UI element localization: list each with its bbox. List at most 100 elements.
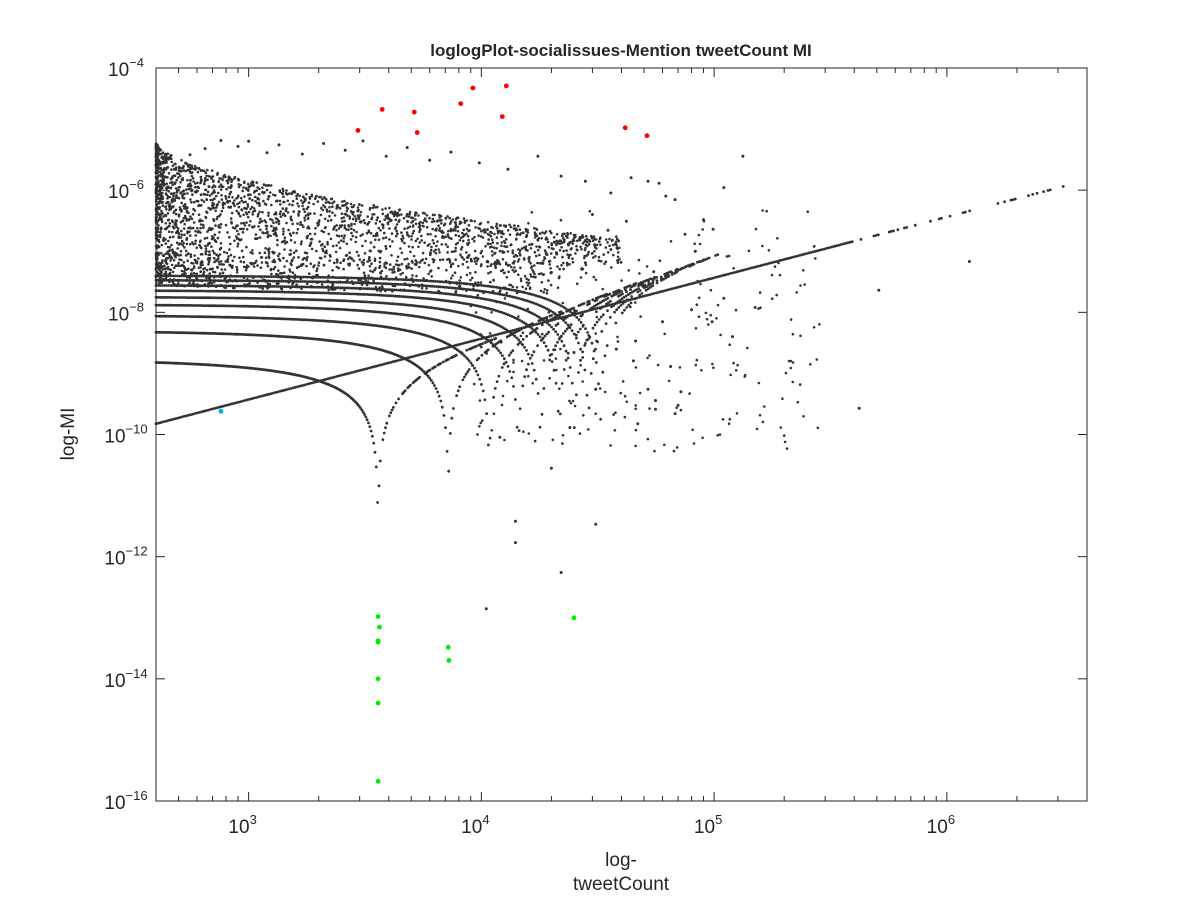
data-point xyxy=(303,219,307,222)
data-point xyxy=(477,234,480,237)
data-point xyxy=(270,203,273,207)
data-point xyxy=(189,187,192,191)
data-point xyxy=(425,225,429,229)
data-point xyxy=(471,364,475,367)
data-point xyxy=(447,235,450,238)
data-point xyxy=(295,266,299,270)
data-point xyxy=(216,279,220,282)
data-point xyxy=(230,402,234,406)
data-point xyxy=(500,331,504,335)
data-point xyxy=(350,280,354,283)
data-point xyxy=(337,241,341,244)
data-point xyxy=(464,282,467,286)
data-point xyxy=(327,274,331,278)
data-point xyxy=(502,301,506,305)
data-point xyxy=(655,279,659,282)
data-point xyxy=(253,209,257,212)
data-point xyxy=(270,224,273,228)
data-point xyxy=(179,181,182,184)
data-point xyxy=(750,266,754,270)
data-point xyxy=(639,295,643,299)
data-point xyxy=(405,266,409,270)
data-point xyxy=(689,282,693,286)
data-point xyxy=(311,291,315,295)
data-point xyxy=(411,216,415,220)
data-point xyxy=(566,236,569,239)
data-point xyxy=(170,157,173,161)
data-point xyxy=(219,405,223,409)
data-point xyxy=(362,271,366,275)
data-point xyxy=(378,459,382,463)
data-point xyxy=(462,301,465,305)
data-point xyxy=(446,245,450,249)
data-point xyxy=(196,289,200,293)
data-point xyxy=(649,277,652,281)
data-point xyxy=(529,262,532,265)
data-point xyxy=(214,209,217,212)
data-point xyxy=(196,199,200,203)
data-point xyxy=(566,323,570,327)
data-point xyxy=(434,252,438,255)
data-point xyxy=(162,289,166,293)
data-point xyxy=(826,246,830,250)
data-point xyxy=(310,247,314,251)
data-point xyxy=(776,259,780,263)
data-point xyxy=(552,368,556,372)
data-point xyxy=(240,222,243,225)
data-point xyxy=(526,284,530,287)
data-point xyxy=(683,266,686,269)
data-point xyxy=(525,334,529,338)
data-point xyxy=(244,268,248,272)
data-point xyxy=(335,292,339,295)
data-point xyxy=(487,335,491,339)
data-point xyxy=(159,421,162,424)
data-point xyxy=(279,210,283,213)
data-point xyxy=(333,299,336,302)
data-point xyxy=(193,412,197,415)
data-point xyxy=(326,240,329,244)
data-point xyxy=(509,243,513,247)
data-point xyxy=(252,207,256,210)
data-point xyxy=(361,287,365,290)
data-point xyxy=(388,268,391,271)
data-point xyxy=(474,369,478,373)
data-point xyxy=(374,206,377,209)
data-point xyxy=(177,188,180,192)
data-point xyxy=(266,262,269,265)
data-point xyxy=(263,393,267,397)
data-point xyxy=(430,350,434,353)
data-point xyxy=(194,182,197,185)
data-point xyxy=(194,242,197,245)
data-point xyxy=(568,314,571,317)
data-point xyxy=(515,425,519,429)
data-point xyxy=(219,188,223,191)
data-point xyxy=(509,225,513,229)
data-point xyxy=(156,184,159,187)
data-point xyxy=(342,236,346,240)
data-point xyxy=(367,366,371,370)
data-point xyxy=(398,268,402,272)
data-point xyxy=(616,247,619,250)
data-point xyxy=(384,426,387,430)
data-point xyxy=(262,284,266,288)
data-point xyxy=(344,203,347,207)
data-point xyxy=(338,280,342,284)
data-point xyxy=(423,241,426,244)
data-point xyxy=(218,231,221,234)
data-point xyxy=(411,245,414,249)
data-point xyxy=(252,396,256,400)
data-point xyxy=(620,311,624,315)
data-point xyxy=(212,179,215,182)
data-point xyxy=(281,207,285,210)
data-point xyxy=(477,226,480,230)
data-point xyxy=(157,207,161,210)
data-point xyxy=(370,287,373,291)
data-point xyxy=(526,231,530,234)
data-point xyxy=(176,196,179,199)
data-point xyxy=(290,219,294,222)
data-point xyxy=(242,180,246,184)
data-point xyxy=(374,222,378,225)
data-point xyxy=(379,275,383,279)
data-point xyxy=(461,256,464,259)
data-point xyxy=(381,212,385,216)
